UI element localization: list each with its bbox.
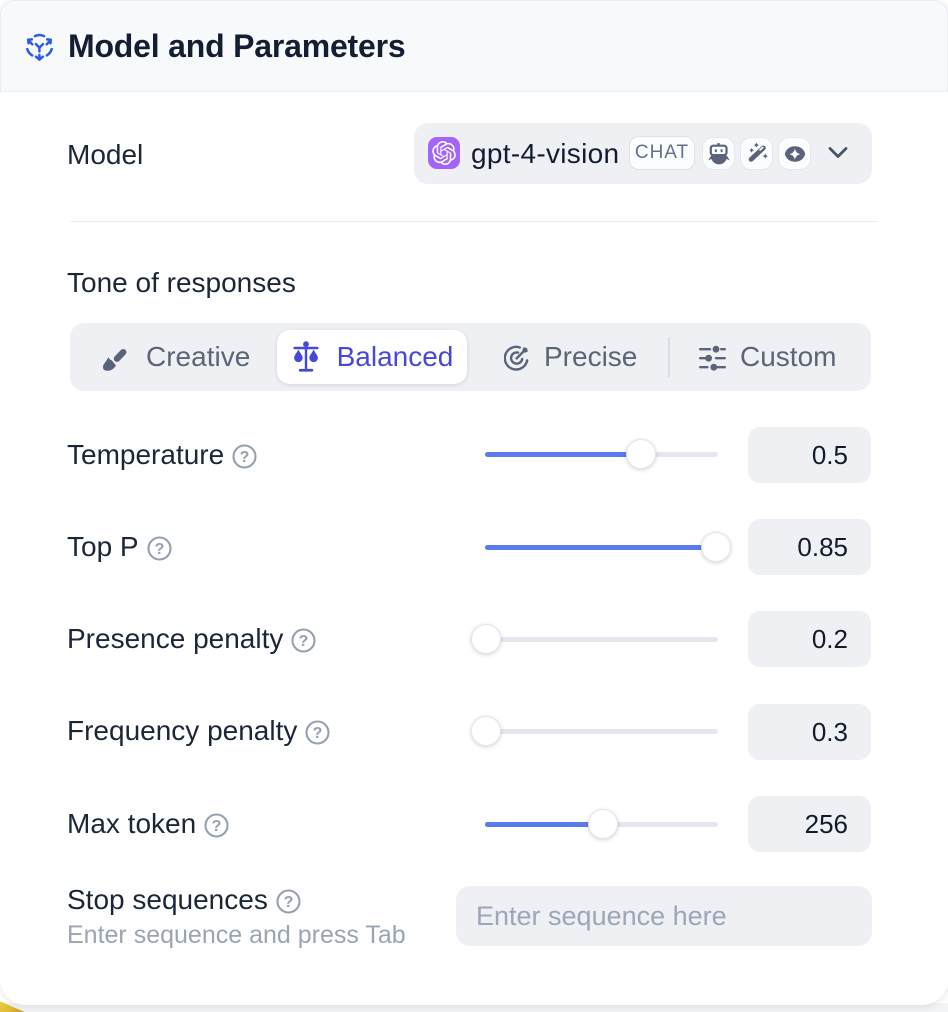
svg-text:?: ?	[283, 894, 293, 911]
svg-text:?: ?	[313, 725, 323, 742]
svg-text:?: ?	[240, 449, 250, 466]
svg-text:?: ?	[299, 633, 309, 650]
svg-text:?: ?	[154, 541, 164, 558]
svg-text:?: ?	[212, 818, 222, 835]
